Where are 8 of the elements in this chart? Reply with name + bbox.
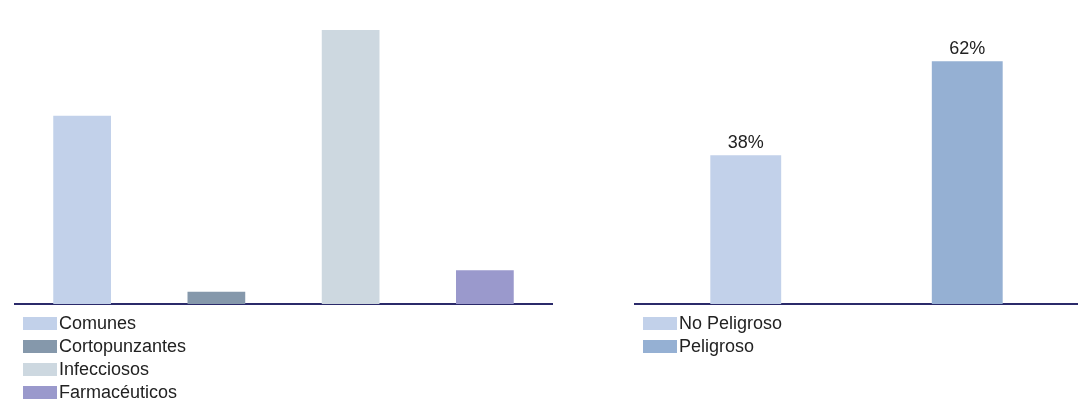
data-label: 38%: [727, 132, 764, 153]
legend-label: Infecciosos: [59, 359, 150, 380]
legend-label: Peligroso: [679, 336, 755, 357]
legend-label: Cortopunzantes: [59, 336, 187, 357]
data-label: 62%: [949, 38, 986, 59]
legend-label: Comunes: [59, 313, 137, 334]
legend-label: Farmacéuticos: [59, 382, 178, 400]
legend-label: No Peligroso: [679, 313, 783, 334]
